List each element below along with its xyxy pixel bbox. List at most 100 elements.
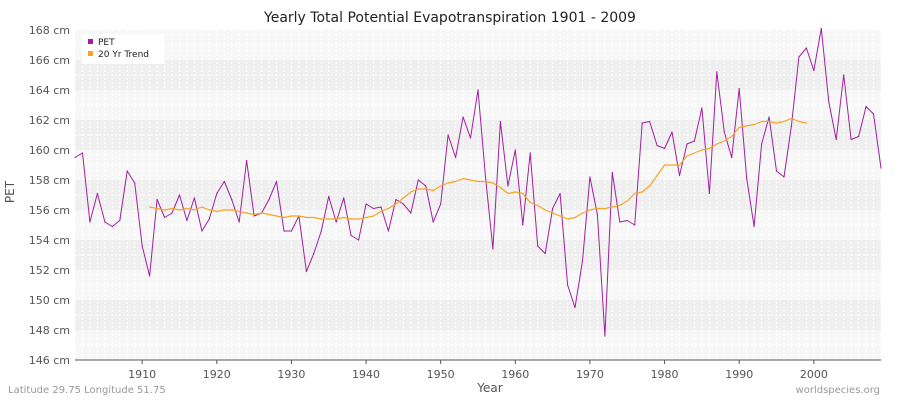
trend-point [738,126,740,129]
pet-point [880,167,882,169]
pet-point [835,138,837,141]
trend-point [208,209,210,211]
pet-point [216,192,218,195]
x-tick-label: 1970 [576,368,604,381]
pet-point [589,176,591,178]
pet-point [820,27,822,30]
pet-point [656,144,658,147]
pet-point [231,198,233,201]
pet-point [328,195,330,198]
pet-point [544,252,546,255]
legend-swatch-pet [88,39,93,44]
trend-point [529,201,531,204]
legend-label-trend: 20 Yr Trend [98,50,149,60]
trend-point [328,218,330,220]
pet-point [357,239,360,241]
pet-point [313,252,315,255]
pet-point [268,198,270,201]
chart-title: Yearly Total Potential Evapotranspiratio… [263,10,636,26]
trend-point [223,209,225,211]
trend-point [634,192,636,195]
pet-point [417,179,419,181]
y-tick-label: 160 cm [29,144,70,157]
pet-point [223,180,225,183]
trend-point [462,177,464,180]
pet-point [790,125,793,127]
pet-point [723,131,725,133]
pet-point [746,177,748,180]
pet-point [850,138,852,141]
pet-point [290,230,293,232]
pet-point [149,275,151,277]
pet-point [305,270,307,273]
trend-point [701,149,703,151]
series [74,27,882,337]
trend-point [522,192,524,195]
pet-point [410,212,412,214]
y-tick-label: 148 cm [29,324,70,337]
trend-point [231,209,233,211]
trend-point [619,204,621,207]
trend-point [290,215,293,217]
pet-point [380,206,382,208]
x-tick-label: 1930 [277,368,305,381]
trend-point [611,206,613,208]
pet-point [365,203,367,205]
pet-point [663,147,666,150]
trend-point [432,189,434,192]
pet-point [171,212,173,214]
y-tick-label: 162 cm [29,114,70,127]
pet-point [499,120,501,123]
pet-point [387,230,390,232]
pet-point [858,135,860,138]
trend-point [492,182,494,184]
trend-point [507,192,509,195]
pet-point [89,221,91,223]
trend-point [149,206,151,208]
trend-point [380,210,382,213]
trend-point [425,188,427,190]
trend-point [723,140,725,142]
trend-point [357,218,360,220]
pet-point [701,107,703,109]
pet-point [671,131,673,133]
trend-point [574,216,576,219]
trend-point [671,164,673,166]
legend: PET 20 Yr Trend [82,34,164,64]
footer-source: worldspecies.org [796,385,880,396]
pet-point [96,192,98,195]
trend-point [566,218,569,220]
x-tick-label: 1990 [725,368,753,381]
pet-point [163,216,166,219]
trend-point [596,207,599,210]
trend-point [156,207,158,210]
trend-point [268,213,270,216]
trend-point [320,218,322,220]
trend-point [663,164,666,166]
pet-point [641,122,643,124]
trend-point [731,135,733,138]
pet-point [104,221,106,223]
trend-point [171,207,173,210]
pet-point [775,170,778,172]
pet-point [626,219,628,222]
trend-point [760,120,763,123]
y-tick-label: 152 cm [29,264,70,277]
pet-point [275,180,278,183]
trend-point [581,212,584,214]
pet-point [126,170,128,172]
pet-point [469,137,472,139]
pet-point [634,224,636,226]
trend-point [775,122,778,124]
pet-point [783,176,785,178]
trend-point [186,207,188,210]
x-tick-label: 1960 [501,368,529,381]
pet-point [477,89,479,91]
pet-point [604,335,606,337]
trend-point [477,180,479,183]
pet-point [447,134,449,136]
trend-point [350,218,352,220]
trend-point [343,216,345,219]
trend-point [768,120,770,123]
